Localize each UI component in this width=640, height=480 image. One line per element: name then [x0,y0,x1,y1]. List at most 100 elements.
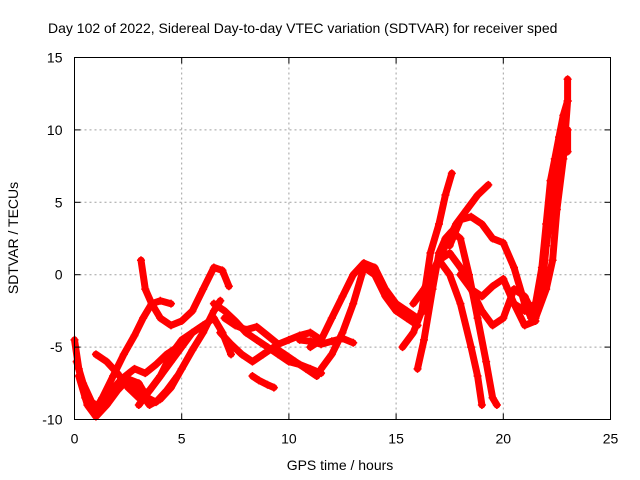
series-trace-14 [317,263,422,373]
data-point [456,270,465,279]
data-point [209,299,218,308]
data-point [488,282,497,291]
data-point [542,241,551,250]
data-point [499,275,508,284]
data-point [563,125,572,134]
x-tick-label: 15 [388,431,404,447]
data-point [359,263,368,272]
data-point [91,350,100,359]
series-line [532,126,572,315]
data-point [409,299,418,308]
data-point [531,306,540,315]
data-point [402,314,411,323]
data-point [441,191,450,200]
series-line [249,372,278,392]
data-point [218,266,227,275]
data-point [252,335,261,344]
grid [74,57,611,420]
data-point [263,380,272,389]
data-point [484,180,493,189]
data-point [216,328,225,337]
data-point [130,364,139,373]
data-point [434,256,443,265]
data-point [284,335,293,344]
data-point [156,296,165,305]
data-point [227,350,236,359]
data-point [74,372,83,381]
data-point [166,350,175,359]
data-point [488,234,497,243]
data-point [136,256,145,265]
series-line [317,264,421,373]
data-point [520,292,529,301]
data-point [473,372,482,381]
data-point [419,335,428,344]
series-trace-15 [398,169,456,352]
data-point [477,220,486,229]
data-point [231,321,240,330]
data-point [467,343,476,352]
data-point [291,357,300,366]
data-point [280,350,289,359]
plot-frame [74,57,611,420]
data-point [102,401,111,410]
data-point [220,306,229,315]
data-point [456,234,465,243]
data-point [312,372,321,381]
data-point [402,306,411,315]
data-point [166,299,175,308]
y-tick-label: 5 [55,194,63,210]
data-point [492,401,501,410]
series-trace-10 [220,314,326,349]
data-point [338,292,347,301]
data-point [72,357,81,366]
data-point [252,322,261,331]
data-point [349,299,358,308]
data-point [419,306,428,315]
data-point [274,340,283,349]
data-point [531,314,540,323]
data-point [510,263,519,272]
series-trace-7 [91,321,208,402]
data-point [141,369,150,378]
data-point [467,285,476,294]
data-point [548,198,557,207]
data-point [199,285,208,294]
data-point [510,285,519,294]
data-point [302,364,311,373]
data-point [317,364,326,373]
data-point [510,299,519,308]
data-point [156,395,165,404]
data-point [537,285,546,294]
data-point [499,238,508,247]
data-point [349,270,358,279]
data-point [263,331,272,340]
data-series [70,75,572,421]
data-point [559,140,568,149]
data-point [426,248,435,257]
data-point [520,321,529,330]
data-point [456,299,465,308]
data-point [130,331,139,340]
data-point [563,147,572,156]
y-axis-title: SDTVAR / TECUs [5,182,21,294]
y-tick-label: 15 [47,50,63,66]
x-tick-label: 0 [71,431,79,447]
data-point [188,345,197,354]
data-point [370,263,379,272]
data-point [477,292,486,301]
data-point [520,306,529,315]
data-point [209,306,218,315]
data-point [552,162,561,171]
data-point [499,314,508,323]
series-line [435,249,539,329]
data-point [563,75,572,84]
y-tick-label: 10 [47,122,63,138]
data-point [156,372,165,381]
series-trace-11 [248,372,278,392]
data-point [141,285,150,294]
data-point [477,401,486,410]
data-point [327,314,336,323]
series-line [216,329,321,380]
data-point [413,364,422,373]
